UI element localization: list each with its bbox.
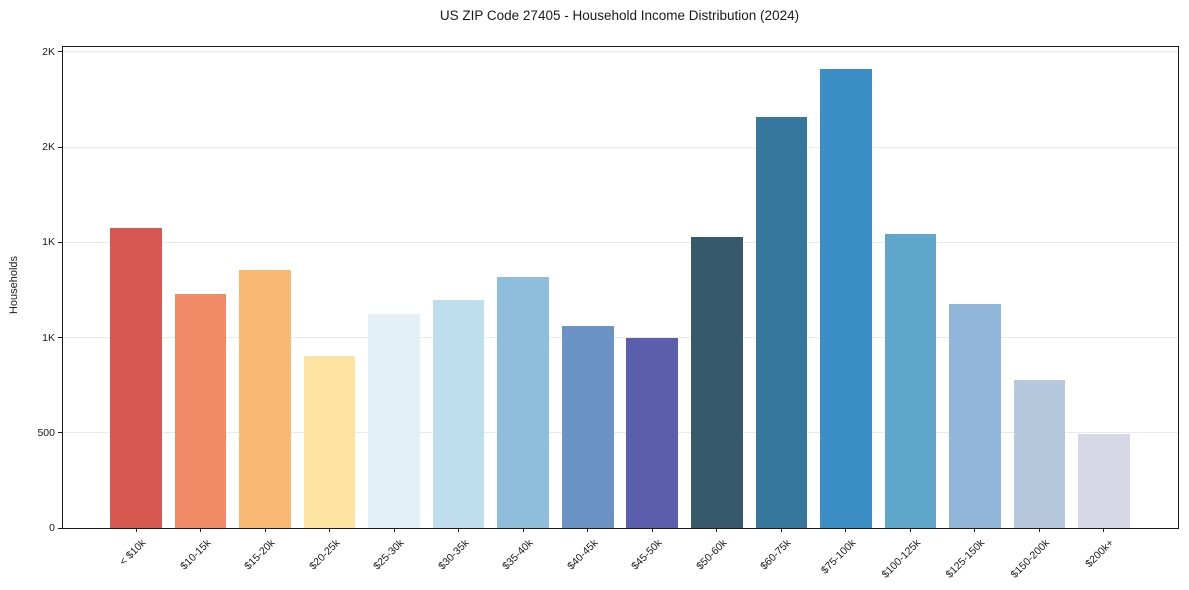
y-tick-mark [58,146,62,148]
x-tick-label: $15-20k [242,537,278,573]
y-tick-label: 2K [42,141,55,153]
x-tick-label: $45-50k [629,537,665,573]
x-tick-mark [135,528,137,532]
x-tick-mark [587,528,589,532]
x-tick-label: $25-30k [371,537,407,573]
x-tick-mark [716,528,718,532]
x-tick-mark [393,528,395,532]
bar [432,300,485,528]
chart-title: US ZIP Code 27405 - Household Income Dis… [439,8,800,23]
y-tick-mark [58,51,62,53]
x-tick-mark [1038,528,1040,532]
x-tick-mark [200,528,202,532]
x-tick-mark [1103,528,1105,532]
gridline [63,241,1178,243]
gridline [63,337,1178,338]
x-tick-label: $200k+ [1083,537,1117,571]
x-tick-mark [845,528,847,532]
bar [561,326,614,528]
y-tick-label: 1K [42,331,55,344]
x-tick-label: $50-60k [693,537,730,573]
bar [368,313,420,528]
y-axis-label: Households [8,255,20,315]
bar [174,293,227,528]
x-tick-mark [522,528,524,532]
bar [949,304,1001,528]
x-tick-mark [974,528,976,532]
x-tick-label: $35-40k [500,537,536,573]
bar [497,276,549,528]
y-tick-label: 2K [42,45,55,58]
bar [690,236,743,528]
x-tick-label: $40-45k [564,537,601,573]
bar [884,233,937,528]
x-tick-label: $100-125k [879,537,923,581]
bar [755,116,808,528]
gridline [63,51,1178,53]
bar [1078,433,1130,528]
y-tick-label: 0 [49,522,55,534]
gridline [63,432,1178,434]
x-tick-mark [329,528,331,532]
bar [239,269,291,528]
plot-area: 0 500 1K 1K 2K 2K < $10k $10-15k $15-20k $20-25k $… [37,46,1179,581]
x-tick-label: $75-100k [818,537,859,577]
x-tick-mark [458,528,460,532]
y-tick-mark [58,241,62,243]
x-tick-label: $125-150k [943,537,988,581]
bar [110,227,162,528]
x-tick-mark [780,528,782,532]
bar [1013,380,1066,528]
x-tick-label: $30-35k [435,537,472,573]
x-tick-label: $150-200k [1008,537,1052,581]
x-tick-mark [264,528,266,532]
y-tick-label: 1K [42,236,55,249]
x-tick-mark [651,528,653,532]
x-tick-label: < $10k [117,537,149,568]
x-tick-label: $60-75k [758,537,794,573]
y-tick-mark [58,337,62,338]
bar [820,68,872,528]
y-tick-label: 500 [37,426,55,439]
y-tick-mark [58,432,62,434]
bar [303,355,356,528]
x-tick-label: $20-25k [306,537,343,573]
y-tick-mark [58,527,62,529]
x-tick-mark [909,528,911,532]
bar [626,338,679,528]
x-tick-label: $10-15k [177,537,214,573]
gridline [63,146,1178,148]
